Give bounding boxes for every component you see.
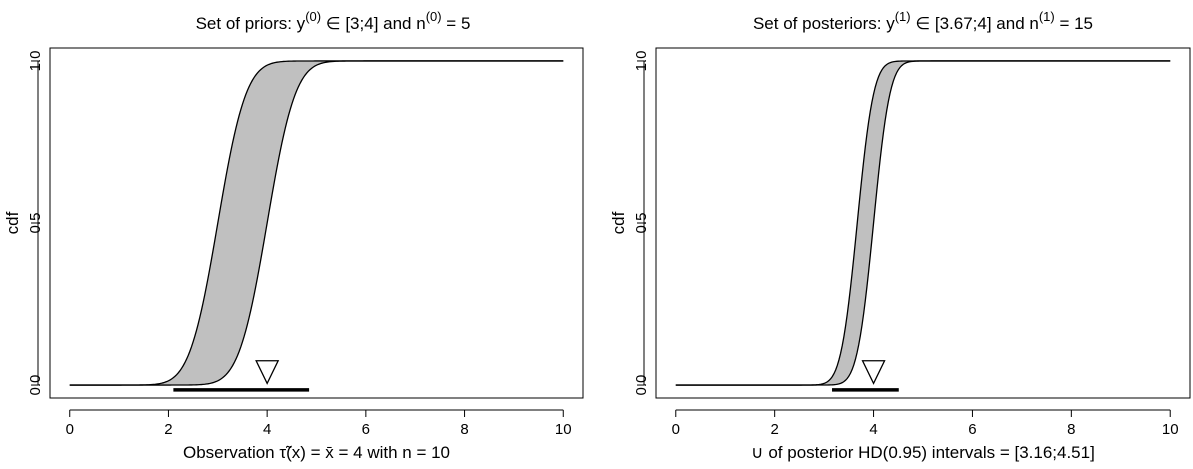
posterior-panel: Set of posteriors: y(1) ∈ [3.67;4] and n… [609, 9, 1191, 462]
observation-marker [861, 360, 886, 385]
cdf-band-fill [675, 60, 1171, 386]
title-text: Set of posteriors: y [753, 14, 895, 33]
title-superscript: (0) [426, 9, 442, 24]
y-tick-label: 0.5 [633, 213, 650, 234]
title-text: ∈ [3;4] and n [321, 14, 426, 33]
observation-marker [255, 360, 280, 385]
chart-title: Set of priors: y(0) ∈ [3;4] and n(0) = 5 [196, 9, 471, 33]
y-axis-label: cdf [3, 211, 22, 234]
x-axis-label: Observation τ̃(x) = x̄ = 4 with n = 10 [183, 443, 450, 462]
y-tick-label: 0.5 [27, 213, 44, 234]
title-text: = 15 [1055, 14, 1093, 33]
chart-title: Set of posteriors: y(1) ∈ [3.67;4] and n… [753, 9, 1093, 33]
plot-frame [655, 47, 1191, 399]
x-tick-label: 10 [555, 421, 572, 438]
upper-cdf-line [675, 60, 1171, 386]
y-tick-label: 1.0 [27, 51, 44, 72]
title-superscript: (0) [305, 9, 321, 24]
prior-panel: Set of priors: y(0) ∈ [3;4] and n(0) = 5… [3, 9, 584, 462]
x-tick-label: 6 [362, 421, 370, 438]
title-text: Set of priors: y [196, 14, 306, 33]
x-tick-label: 10 [1162, 421, 1179, 438]
lower-cdf-line [69, 60, 564, 386]
lower-cdf-line [675, 60, 1171, 386]
upper-cdf-line [69, 60, 564, 386]
title-text: ∈ [3.67;4] and n [911, 14, 1039, 33]
x-tick-label: 8 [460, 421, 468, 438]
x-tick-label: 6 [968, 421, 976, 438]
y-tick-label: 0.0 [27, 375, 44, 396]
x-tick-label: 0 [672, 421, 680, 438]
title-superscript: (1) [895, 9, 911, 24]
x-tick-label: 0 [66, 421, 74, 438]
y-axis-label: cdf [609, 211, 628, 234]
x-tick-label: 2 [164, 421, 172, 438]
y-tick-label: 0.0 [633, 375, 650, 396]
cdf-band-fill [69, 60, 564, 386]
x-axis-label: ∪ of posterior HD(0.95) intervals = [3.1… [751, 443, 1095, 462]
title-text: = 5 [442, 14, 471, 33]
x-tick-label: 4 [869, 421, 877, 438]
title-superscript: (1) [1039, 9, 1055, 24]
x-tick-label: 4 [263, 421, 271, 438]
y-tick-label: 1.0 [633, 51, 650, 72]
x-tick-label: 8 [1067, 421, 1075, 438]
x-tick-label: 2 [770, 421, 778, 438]
plot-frame [49, 47, 584, 399]
